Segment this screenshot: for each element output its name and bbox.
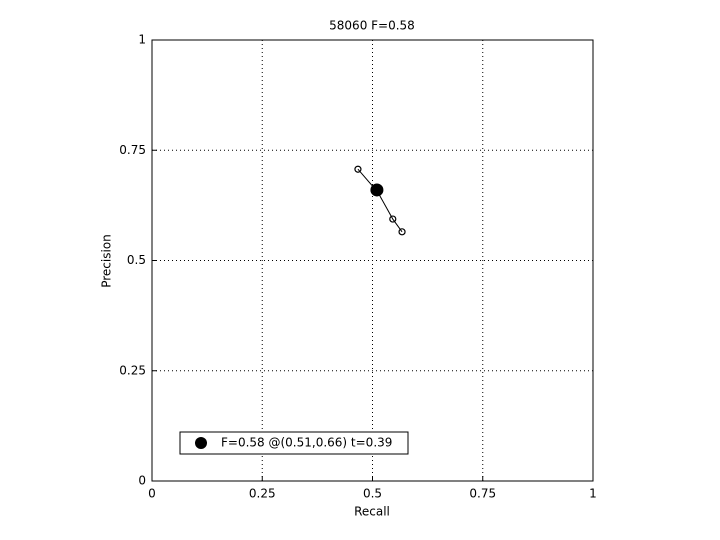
legend-label: F=0.58 @(0.51,0.66) t=0.39: [221, 436, 392, 450]
legend-marker: [195, 437, 207, 449]
point-marker: [354, 165, 362, 173]
y-tick-label: 0.75: [119, 143, 146, 157]
point-marker: [389, 215, 397, 223]
chart-title: 58060 F=0.58: [329, 19, 415, 33]
series-line: [357, 168, 403, 233]
x-tick-label: 0.25: [249, 487, 276, 501]
y-tick-label: 1: [138, 33, 146, 47]
x-tick-label: 0.5: [363, 487, 382, 501]
point-marker: [398, 228, 406, 236]
y-tick-label: 0: [138, 474, 146, 488]
y-axis-label: Precision: [100, 234, 114, 288]
x-tick-label: 0: [148, 487, 156, 501]
x-tick-label: 1: [589, 487, 597, 501]
y-tick-label: 0.5: [127, 253, 146, 267]
axes-frame: [151, 39, 594, 482]
legend-box: [179, 431, 409, 455]
y-tick-label: 0.25: [119, 363, 146, 377]
best-point: [370, 183, 384, 197]
x-axis-label: Recall: [354, 505, 390, 519]
x-tick-label: 0.75: [469, 487, 496, 501]
